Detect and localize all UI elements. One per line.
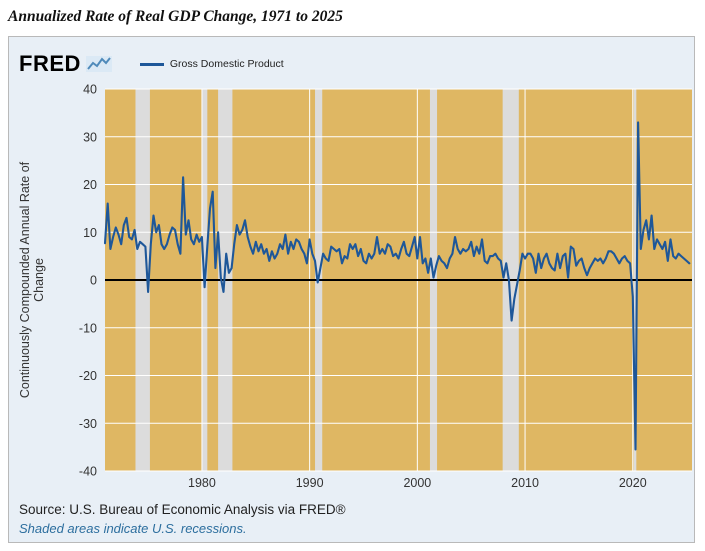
- y-tick-label: 0: [90, 274, 97, 288]
- x-tick-label: 2000: [403, 476, 431, 490]
- y-tick-label: -40: [79, 465, 97, 479]
- chart-header: FRED Gross Domestic Product: [9, 37, 694, 81]
- fred-sparkline-chart-icon: [85, 52, 112, 78]
- legend-line-swatch: [139, 62, 164, 66]
- y-axis-title: Continuously Compounded Annual Rate of: [18, 161, 32, 398]
- y-axis-title: Change: [32, 258, 46, 302]
- source-text: Source: U.S. Bureau of Economic Analysis…: [19, 502, 346, 517]
- fred-logo-text: FRED: [19, 51, 81, 76]
- y-tick-label: -20: [79, 369, 97, 383]
- page-title: Annualized Rate of Real GDP Change, 1971…: [8, 8, 343, 25]
- legend-label: Gross Domestic Product: [169, 58, 284, 70]
- recession-note-link[interactable]: Shaded areas indicate U.S. recessions.: [19, 521, 247, 536]
- x-tick-label: 2020: [619, 476, 647, 490]
- y-tick-label: 30: [83, 130, 97, 144]
- gdp-line-series: [103, 121, 691, 451]
- y-tick-label: -30: [79, 417, 97, 431]
- y-tick-label: 20: [83, 178, 97, 192]
- y-tick-label: -10: [79, 321, 97, 335]
- fred-chart-card: FRED Gross Domestic Product 40 30 20 10 0 -10…: [8, 36, 695, 543]
- y-tick-label: 40: [83, 83, 97, 97]
- chart-legend: Gross Domestic Product: [139, 58, 284, 70]
- x-tick-label: 1990: [296, 476, 324, 490]
- y-tick-label: 10: [83, 226, 97, 240]
- x-tick-label: 1980: [188, 476, 216, 490]
- x-tick-label: 2010: [511, 476, 539, 490]
- fred-logo: FRED: [19, 50, 112, 78]
